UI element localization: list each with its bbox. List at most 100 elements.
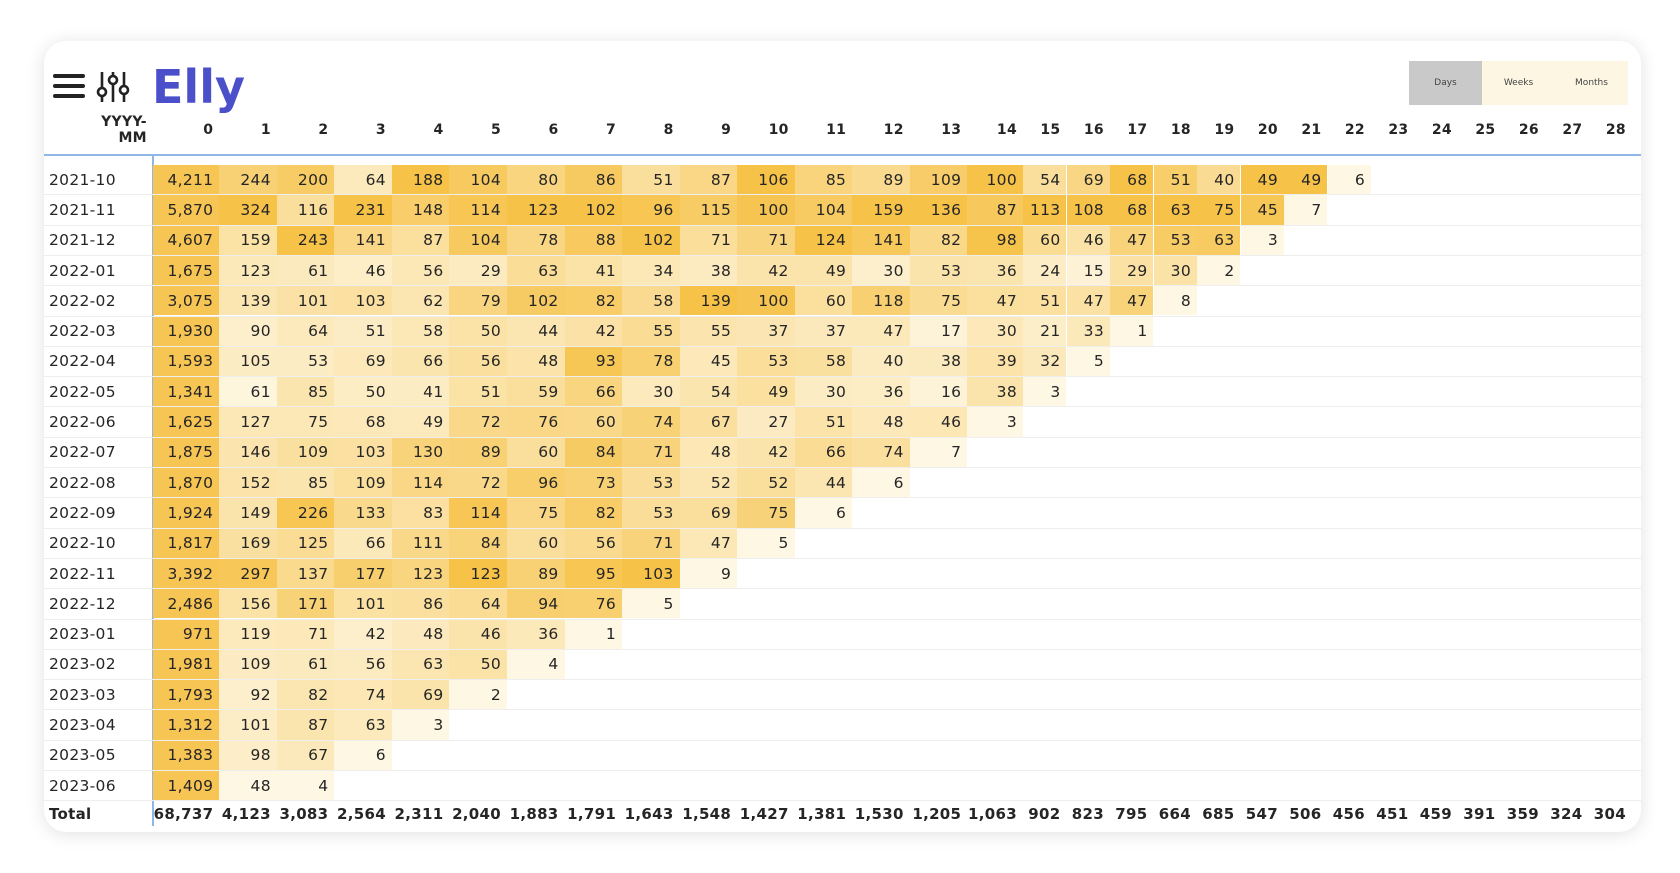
row-label: 2023-05 (49, 746, 116, 765)
cohort-cell: 148 (391, 195, 450, 225)
row-divider (44, 618, 1641, 620)
cohort-cell: 96 (507, 468, 565, 498)
toggle-button[interactable]: Days (1409, 61, 1482, 105)
total-cell: 795 (1115, 805, 1148, 823)
cohort-cell: 139 (679, 286, 738, 316)
filter-icon[interactable] (96, 72, 130, 102)
cohort-cell: 6 (794, 498, 853, 528)
cohort-cell: 42 (737, 437, 795, 467)
column-header: 19 (1214, 122, 1235, 138)
cohort-cell: 29 (1110, 255, 1154, 286)
cohort-cell: 84 (449, 528, 508, 558)
column-header: 18 (1170, 122, 1191, 138)
cohort-cell: 53 (909, 255, 968, 286)
cohort-cell: 33 (1066, 316, 1110, 346)
cohort-cell: 101 (334, 589, 392, 619)
total-cell: 1,530 (854, 805, 904, 823)
cohort-cell: 17 (909, 316, 968, 346)
cohort-cell: 85 (276, 468, 335, 498)
row-divider (44, 315, 1641, 317)
cohort-cell: 7 (1284, 195, 1328, 225)
cohort-cell: 1 (564, 619, 623, 649)
toolbar-icons (53, 72, 130, 102)
row-label: 2022-02 (49, 291, 116, 310)
cohort-cell: 5,870 (152, 195, 220, 225)
cohort-cell: 1,675 (152, 255, 220, 286)
column-header: 14 (996, 122, 1017, 138)
cohort-cell: 60 (794, 286, 853, 316)
toggle-button[interactable]: Weeks (1482, 61, 1555, 105)
cohort-cell: 92 (219, 680, 277, 710)
column-header: 21 (1301, 122, 1322, 138)
cohort-cell: 60 (1023, 225, 1067, 255)
cohort-cell: 1,593 (152, 346, 220, 377)
row-divider (44, 436, 1641, 438)
cohort-cell: 66 (564, 377, 623, 407)
cohort-cell: 74 (334, 680, 392, 710)
row-label: 2022-01 (49, 261, 116, 280)
cohort-cell: 67 (679, 407, 738, 437)
cohort-cell: 2,486 (152, 589, 220, 619)
cohort-cell: 53 (622, 498, 680, 528)
cohort-cell: 36 (967, 255, 1023, 286)
cohort-cell: 46 (909, 407, 968, 437)
column-header: 22 (1344, 122, 1365, 138)
column-header: 0 (203, 122, 214, 138)
cohort-cell: 113 (1023, 195, 1067, 225)
total-cell: 506 (1289, 805, 1322, 823)
cohort-cell: 75 (737, 498, 795, 528)
cohort-cell: 96 (622, 195, 680, 225)
menu-icon[interactable] (53, 74, 85, 98)
cohort-cell: 119 (219, 619, 277, 649)
cohort-cell: 61 (219, 377, 277, 407)
cohort-cell: 63 (334, 710, 392, 740)
cohort-cell: 53 (276, 346, 335, 377)
toggle-button[interactable]: Months (1555, 61, 1628, 105)
cohort-cell: 5 (622, 589, 680, 619)
cohort-cell: 149 (219, 498, 277, 528)
row-label: 2023-06 (49, 776, 116, 795)
total-cell: 664 (1158, 805, 1191, 823)
cohort-cell: 98 (219, 740, 277, 770)
cohort-cell: 68 (1110, 165, 1154, 195)
cohort-cell: 69 (1066, 165, 1110, 195)
column-header: 3 (375, 122, 386, 138)
cohort-cell: 69 (391, 680, 450, 710)
total-cell: 1,381 (797, 805, 847, 823)
row-divider (44, 254, 1641, 256)
cohort-cell: 66 (391, 346, 450, 377)
row-label: 2022-05 (49, 382, 116, 401)
cohort-cell: 58 (391, 316, 450, 346)
cohort-cell: 89 (507, 558, 565, 589)
cohort-cell: 50 (334, 377, 392, 407)
total-cell: 823 (1071, 805, 1104, 823)
cohort-cell: 146 (219, 437, 277, 467)
row-label: 2021-10 (49, 170, 116, 189)
cohort-cell: 171 (276, 589, 335, 619)
cohort-cell: 127 (219, 407, 277, 437)
cohort-cell: 52 (679, 468, 738, 498)
cohort-cell: 7 (909, 437, 968, 467)
total-cell: 2,311 (394, 805, 444, 823)
cohort-cell: 63 (1153, 195, 1197, 225)
cohort-cell: 200 (276, 165, 335, 195)
cohort-cell: 24 (1023, 255, 1067, 286)
column-header: 9 (721, 122, 732, 138)
cohort-cell: 60 (564, 407, 623, 437)
cohort-cell: 46 (1066, 225, 1110, 255)
row-label: 2023-02 (49, 655, 116, 674)
cohort-cell: 78 (507, 225, 565, 255)
cohort-cell: 3,392 (152, 558, 220, 589)
row-divider (44, 376, 1641, 378)
cohort-cell: 159 (852, 195, 910, 225)
cohort-cell: 104 (449, 225, 508, 255)
cohort-cell: 83 (391, 498, 450, 528)
column-header: 20 (1257, 122, 1278, 138)
cohort-cell: 64 (276, 316, 335, 346)
row-label: 2022-09 (49, 503, 116, 522)
cohort-cell: 46 (449, 619, 508, 649)
cohort-cell: 61 (276, 255, 335, 286)
row-divider (44, 588, 1641, 590)
total-cell: 459 (1419, 805, 1452, 823)
cohort-cell: 4 (507, 649, 565, 680)
